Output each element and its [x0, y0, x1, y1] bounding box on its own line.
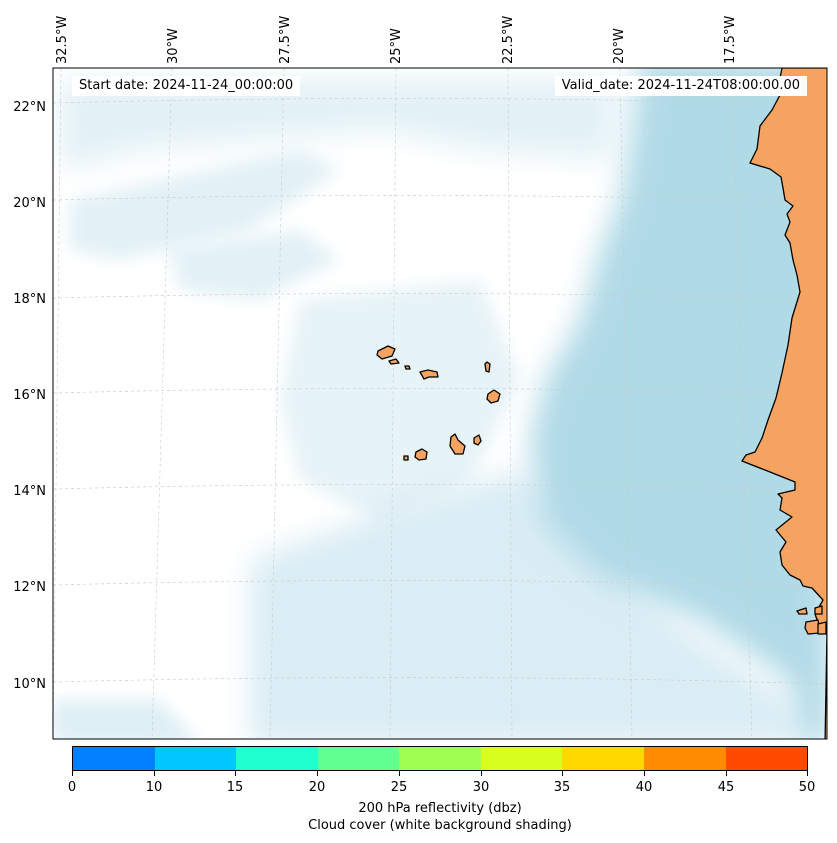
meridian-30w: [151, 68, 173, 739]
colorbar-tick: [399, 771, 400, 776]
lon-label-32-5w: 32.5°W: [55, 16, 70, 64]
colorbar-tick: [481, 771, 482, 776]
lon-label-20w: 20°W: [612, 28, 627, 64]
colorbar-tick-label: 50: [798, 780, 816, 795]
colorbar-tick-label: 20: [308, 780, 326, 795]
cloud-sw-corner: [53, 700, 195, 739]
lon-label-27-5w: 27.5°W: [278, 16, 293, 64]
island-bijagos-4: [817, 621, 827, 635]
island-sao-nicolau: [419, 369, 439, 380]
island-bijagos-3: [804, 619, 821, 635]
colorbar-tick-label: 45: [717, 780, 735, 795]
colorbar-tick-label: 25: [390, 780, 408, 795]
colorbar-segment-25-30: [399, 747, 481, 770]
island-sal: [484, 361, 491, 373]
island-santa-luzia: [404, 365, 411, 370]
lat-label-12n: 12°N: [13, 580, 46, 595]
meridian-25w: [389, 68, 397, 739]
colorbar-tick: [726, 771, 727, 776]
colorbar-segment-45-50: [725, 747, 808, 770]
lat-label-18n: 18°N: [13, 292, 46, 307]
island-fogo: [414, 448, 428, 461]
parallel-16n: [53, 388, 827, 396]
cloud-cover-shading: [53, 68, 827, 739]
island-santiago: [449, 433, 466, 455]
parallel-10n: [53, 677, 827, 685]
colorbar-segment-20-25: [317, 747, 400, 770]
island-boa-vista: [486, 389, 501, 404]
island-santo-antao: [376, 345, 396, 360]
cloud-nw-streak: [70, 150, 340, 260]
island-maio: [473, 434, 482, 446]
colorbar-segment-35-40: [562, 747, 644, 770]
parallel-12n: [53, 580, 827, 588]
colorbar-tick: [644, 771, 645, 776]
lat-label-14n: 14°N: [13, 484, 46, 499]
colorbar-tick-label: 30: [472, 780, 490, 795]
colorbar-tick: [562, 771, 563, 776]
colorbar-tick: [154, 771, 155, 776]
colorbar-note: Cloud cover (white background shading): [308, 818, 572, 833]
island-sao-vicente: [388, 358, 400, 365]
lon-label-25w: 25°W: [389, 28, 404, 64]
longitude-labels: 32.5°W 30°W 27.5°W 25°W 22.5°W 20°W 17.5…: [55, 16, 738, 64]
colorbar-tick: [807, 771, 808, 776]
lat-label-22n: 22°N: [13, 100, 46, 115]
colorbar-tick-label: 15: [226, 780, 244, 795]
landmass-group: [376, 68, 827, 739]
colorbar-segment-10-15: [154, 747, 237, 770]
lat-label-10n: 10°N: [13, 677, 46, 692]
meridian-27-5w: [269, 68, 285, 739]
africa-coast-landmass: [741, 68, 827, 739]
island-brava: [403, 455, 409, 461]
cloud-center-patch: [280, 280, 520, 520]
valid-date-label: Valid_date: 2024-11-24T08:00:00.00: [554, 76, 807, 96]
colorbar-label: 200 hPa reflectivity (dbz): [358, 801, 522, 816]
meridian-32-5w: [53, 68, 62, 739]
colorbar-tick-label: 0: [67, 780, 77, 795]
map-border: [52, 67, 828, 740]
cloud-north-band: [60, 80, 620, 170]
island-bijagos-2: [814, 605, 823, 615]
colorbar-segment-15-20: [236, 747, 318, 770]
colorbar-tick: [235, 771, 236, 776]
colorbar-tick-label: 10: [145, 780, 163, 795]
parallel-18n: [53, 293, 827, 301]
island-bijagos-1: [796, 607, 808, 615]
parallel-20n: [53, 195, 827, 203]
colorbar: [72, 746, 808, 771]
lat-label-20n: 20°N: [13, 196, 46, 211]
colorbar-tick: [72, 771, 73, 776]
meridian-17-5w: [731, 68, 753, 739]
colorbar-segment-40-45: [643, 747, 726, 770]
parallel-14n: [53, 484, 827, 492]
graticule: [53, 68, 827, 739]
lon-label-30w: 30°W: [166, 28, 181, 64]
colorbar-segment-30-35: [480, 747, 563, 770]
colorbar-tick-label: 40: [635, 780, 653, 795]
colorbar-tick: [317, 771, 318, 776]
meridian-22-5w: [507, 68, 513, 739]
colorbar-tick-label: 35: [553, 780, 571, 795]
cloud-south-band: [250, 470, 799, 739]
lon-label-17-5w: 17.5°W: [723, 16, 738, 64]
latitude-labels: 22°N 20°N 18°N 16°N 14°N 12°N 10°N: [13, 100, 46, 692]
cloud-mid-patch: [170, 230, 340, 300]
lon-label-22-5w: 22.5°W: [501, 16, 516, 64]
lat-label-16n: 16°N: [13, 388, 46, 403]
meridian-20w: [619, 68, 633, 739]
colorbar-segment-0-10: [73, 747, 155, 770]
start-date-label: Start date: 2024-11-24_00:00:00: [72, 76, 301, 96]
parallel-22n: [53, 98, 827, 106]
